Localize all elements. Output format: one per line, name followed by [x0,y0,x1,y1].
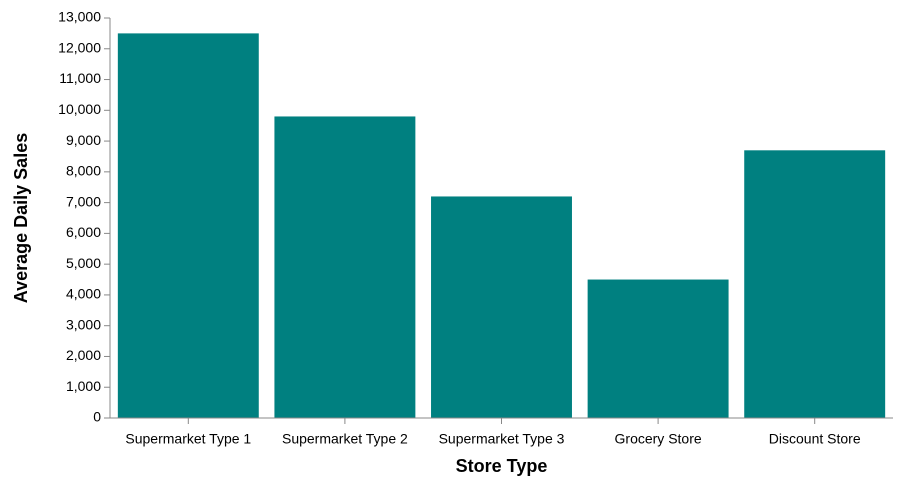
bar-supermarket-type-2 [274,116,416,418]
y-tick-label: 6,000 [66,224,101,240]
x-tick-label: Grocery Store [615,431,702,447]
x-tick-label: Supermarket Type 1 [125,431,251,447]
bar-supermarket-type-3 [431,196,572,418]
y-tick-label: 12,000 [58,39,101,55]
y-tick-label: 8,000 [66,163,101,179]
bar-discount-store [744,150,886,419]
bar-supermarket-type-1 [117,33,259,419]
y-tick-label: 1,000 [66,378,101,394]
y-axis: 0 1,000 2,000 3,000 4,000 5,000 6,000 7,000 8,00… [58,9,111,425]
y-tick-label: 13,000 [58,9,101,25]
y-tick-label: 4,000 [66,286,101,302]
y-tick-label: 0 [93,409,101,425]
x-tick-label: Discount Store [769,431,861,447]
y-tick-label: 2,000 [66,347,101,363]
bars-layer [117,33,886,419]
x-axis-title: Store Type [456,456,548,476]
y-tick-label: 11,000 [59,70,101,86]
x-axis: Supermarket Type 1 Supermarket Type 2 Supe… [110,417,893,447]
x-tick-label: Supermarket Type 3 [439,431,565,447]
x-tick-label: Supermarket Type 2 [282,431,408,447]
y-tick-label: 5,000 [66,255,101,271]
bar-grocery-store [587,279,729,418]
y-axis-title: Average Daily Sales [11,133,31,303]
y-tick-label: 7,000 [66,193,101,209]
y-tick-label: 10,000 [58,101,101,117]
y-tick-label: 3,000 [66,316,101,332]
y-tick-label: 9,000 [66,132,101,148]
